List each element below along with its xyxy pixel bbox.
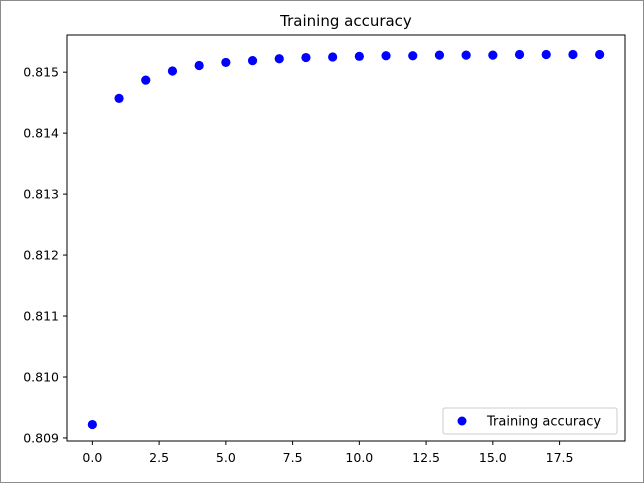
- data-point: [381, 51, 391, 61]
- data-point: [488, 50, 498, 60]
- x-tick-label: 12.5: [412, 450, 440, 465]
- x-tick-label: 0.0: [82, 450, 102, 465]
- x-tick-label: 7.5: [283, 450, 303, 465]
- y-tick-label: 0.810: [23, 369, 59, 384]
- data-point: [114, 93, 124, 103]
- x-tick-label: 5.0: [216, 450, 236, 465]
- y-tick-label: 0.809: [23, 430, 59, 445]
- x-tick-label: 2.5: [149, 450, 169, 465]
- data-point: [221, 57, 231, 68]
- x-tick-label: 10.0: [345, 450, 373, 465]
- legend-label: Training accuracy: [486, 415, 601, 430]
- data-point: [408, 51, 418, 61]
- data-point: [274, 54, 284, 64]
- data-point: [301, 52, 311, 63]
- data-point: [194, 60, 204, 71]
- data-point: [541, 49, 551, 60]
- data-point: [167, 66, 178, 76]
- data-point: [141, 75, 151, 85]
- chart-title: Training accuracy: [279, 12, 412, 30]
- data-points: [87, 49, 605, 430]
- legend-box: [442, 407, 618, 435]
- data-point: [434, 50, 445, 60]
- data-point: [87, 419, 97, 430]
- y-tick-label: 0.814: [23, 126, 59, 141]
- axes-frame: [66, 34, 626, 442]
- data-point: [247, 56, 258, 66]
- y-tick-label: 0.812: [23, 248, 59, 263]
- y-tick-label: 0.815: [23, 65, 59, 80]
- axes: 0.0 2.5 5.0 7.5 10.0 12.5 15.0 17.5 0.809 0.810 0.…: [23, 34, 626, 465]
- x-tick-label: 15.0: [479, 450, 507, 465]
- legend-marker: [457, 416, 467, 426]
- legend: Training accuracy: [442, 407, 618, 435]
- y-tick-label: 0.813: [23, 187, 59, 202]
- data-point: [514, 49, 525, 60]
- data-point: [568, 49, 578, 60]
- y-tick-label: 0.811: [23, 309, 59, 324]
- data-point: [354, 51, 364, 61]
- data-point: [328, 52, 338, 62]
- x-tick-label: 17.5: [546, 450, 574, 465]
- data-point: [461, 50, 471, 60]
- data-point: [595, 49, 605, 60]
